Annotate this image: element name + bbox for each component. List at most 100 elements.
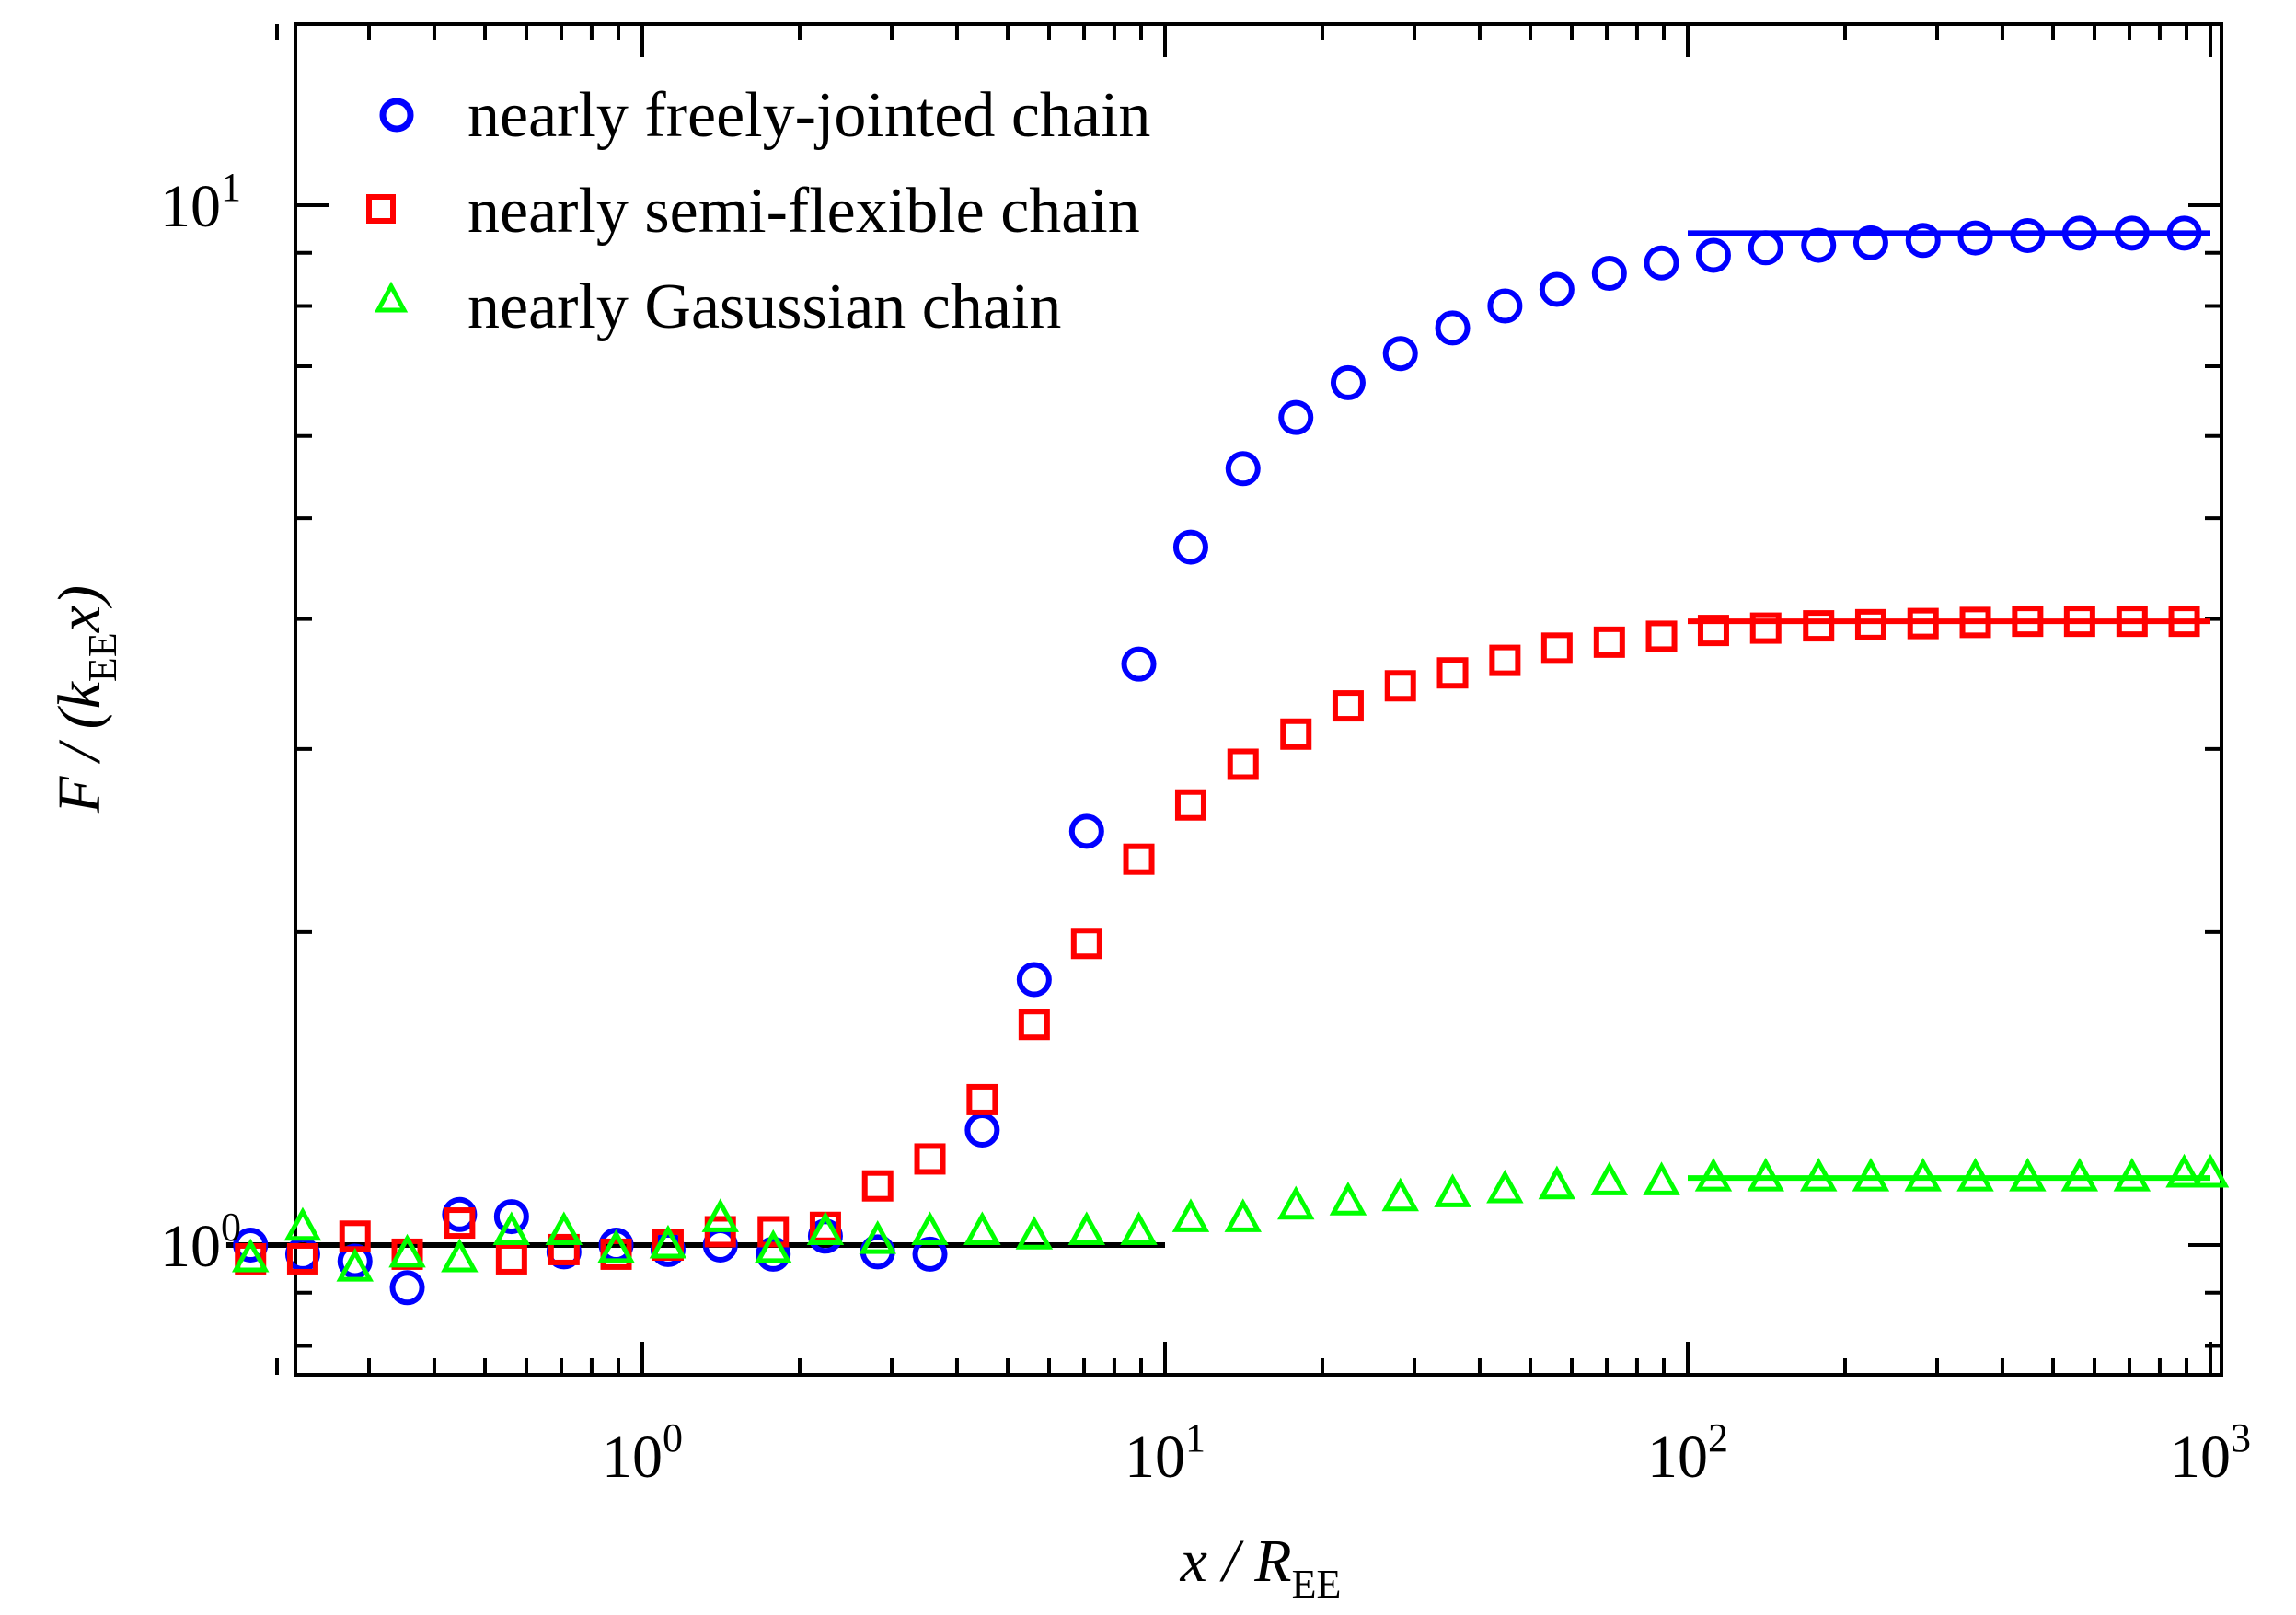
data-point-triangle-14 — [963, 1211, 1001, 1245]
data-point-circle-18 — [1172, 529, 1208, 565]
data-point-circle-16 — [1068, 813, 1104, 849]
data-point-square-21 — [1332, 690, 1364, 722]
data-point-triangle-3 — [388, 1233, 426, 1268]
legend-marker-square — [366, 194, 396, 224]
data-point-circle-20 — [1278, 399, 1314, 435]
data-point-circle-10 — [756, 1236, 791, 1272]
data-point-triangle-10 — [755, 1229, 792, 1263]
data-point-square-22 — [1384, 670, 1416, 702]
data-point-square-36 — [2116, 606, 2148, 638]
data-point-triangle-13 — [911, 1211, 949, 1245]
data-point-circle-26 — [1591, 256, 1627, 292]
data-point-triangle-6 — [545, 1211, 583, 1245]
data-point-triangle-11 — [806, 1211, 845, 1245]
data-point-circle-30 — [1801, 227, 1837, 263]
data-point-triangle-9 — [701, 1198, 739, 1232]
x-tick-label-100: 102 — [1647, 1415, 1728, 1491]
data-point-circle-13 — [912, 1236, 948, 1272]
x-tick-label-1000: 103 — [2170, 1415, 2251, 1491]
data-point-triangle-31 — [1852, 1157, 1890, 1192]
data-point-circle-3 — [389, 1270, 425, 1306]
data-point-square-24 — [1489, 644, 1521, 676]
data-point-triangle-24 — [1486, 1169, 1524, 1204]
data-point-square-1 — [286, 1242, 318, 1275]
x-tick-label-10: 101 — [1125, 1415, 1206, 1491]
data-point-triangle-20 — [1277, 1185, 1315, 1220]
data-point-triangle-27 — [1643, 1161, 1680, 1195]
legend: nearly freely-jointed chain nearly semi-… — [366, 80, 1150, 342]
data-point-circle-17 — [1121, 646, 1157, 682]
data-point-square-30 — [1803, 610, 1835, 642]
data-point-circle-32 — [1905, 223, 1941, 259]
data-points — [232, 215, 2230, 1306]
data-point-triangle-36 — [2113, 1157, 2152, 1192]
data-point-triangle-19 — [1224, 1198, 1262, 1232]
data-point-square-34 — [2012, 606, 2044, 638]
data-point-circle-27 — [1644, 245, 1679, 281]
data-point-triangle-4 — [441, 1238, 479, 1273]
data-point-circle-23 — [1435, 310, 1471, 346]
legend-label-gaussian: nearly Gasussian chain — [467, 271, 1061, 342]
data-point-square-20 — [1280, 718, 1312, 750]
data-point-square-13 — [914, 1143, 946, 1175]
x-tick-label-1: 100 — [602, 1415, 683, 1491]
data-point-triangle-25 — [1538, 1165, 1576, 1200]
data-point-square-17 — [1123, 843, 1155, 875]
data-point-triangle-29 — [1747, 1157, 1784, 1192]
data-point-triangle-26 — [1590, 1161, 1629, 1195]
data-point-triangle-35 — [2060, 1157, 2099, 1192]
data-point-circle-35 — [2061, 215, 2097, 251]
data-point-square-26 — [1593, 626, 1625, 658]
data-point-square-6 — [548, 1233, 580, 1265]
data-point-circle-5 — [493, 1199, 529, 1235]
data-point-triangle-22 — [1381, 1177, 1419, 1212]
data-point-square-12 — [861, 1170, 894, 1202]
y-tick-label-10: 101 — [160, 165, 241, 240]
y-axis-label: F / (kEEx) — [46, 585, 125, 814]
data-point-triangle-21 — [1329, 1182, 1367, 1216]
data-point-circle-15 — [1016, 962, 1052, 998]
data-point-circle-37 — [2166, 215, 2202, 251]
data-point-circle-36 — [2114, 215, 2150, 251]
data-point-square-28 — [1697, 615, 1729, 647]
data-point-triangle-28 — [1694, 1157, 1733, 1192]
data-point-circle-28 — [1695, 237, 1731, 273]
data-point-circle-31 — [1852, 225, 1888, 260]
data-point-circle-25 — [1539, 271, 1575, 307]
x-axis-label: x / REE — [1180, 1528, 1342, 1607]
data-point-square-35 — [2063, 606, 2095, 638]
data-point-square-16 — [1070, 928, 1102, 960]
data-point-circle-22 — [1382, 336, 1418, 372]
data-point-triangle-38 — [2191, 1153, 2230, 1188]
data-point-square-27 — [1645, 620, 1678, 652]
data-point-circle-29 — [1748, 230, 1783, 266]
legend-marker-triangle — [374, 281, 409, 313]
data-point-square-33 — [1959, 606, 1991, 639]
data-point-triangle-18 — [1171, 1198, 1210, 1232]
data-point-square-4 — [444, 1207, 476, 1240]
data-point-circle-14 — [964, 1113, 1000, 1148]
data-point-square-23 — [1436, 657, 1469, 689]
data-point-circle-33 — [1957, 220, 1993, 256]
data-point-square-18 — [1174, 789, 1206, 821]
data-point-triangle-12 — [859, 1219, 896, 1254]
legend-marker-circle — [379, 98, 414, 133]
data-point-square-32 — [1907, 607, 1939, 640]
data-point-square-29 — [1749, 612, 1782, 644]
data-point-square-5 — [495, 1242, 527, 1275]
y-tick-label-1: 100 — [160, 1205, 241, 1280]
legend-label-semi-flexible: nearly semi-flexible chain — [467, 176, 1140, 247]
data-point-circle-21 — [1330, 364, 1366, 400]
data-point-square-14 — [966, 1083, 998, 1115]
data-point-triangle-23 — [1434, 1173, 1471, 1207]
reference-lines — [225, 230, 2210, 1248]
data-point-square-10 — [757, 1216, 790, 1248]
data-point-triangle-1 — [283, 1206, 322, 1241]
data-point-circle-19 — [1225, 451, 1261, 487]
data-point-circle-34 — [2010, 217, 2046, 253]
plot-frame — [294, 22, 2223, 1377]
data-point-triangle-8 — [649, 1224, 687, 1259]
data-point-triangle-15 — [1015, 1216, 1054, 1250]
data-point-triangle-5 — [492, 1211, 531, 1245]
